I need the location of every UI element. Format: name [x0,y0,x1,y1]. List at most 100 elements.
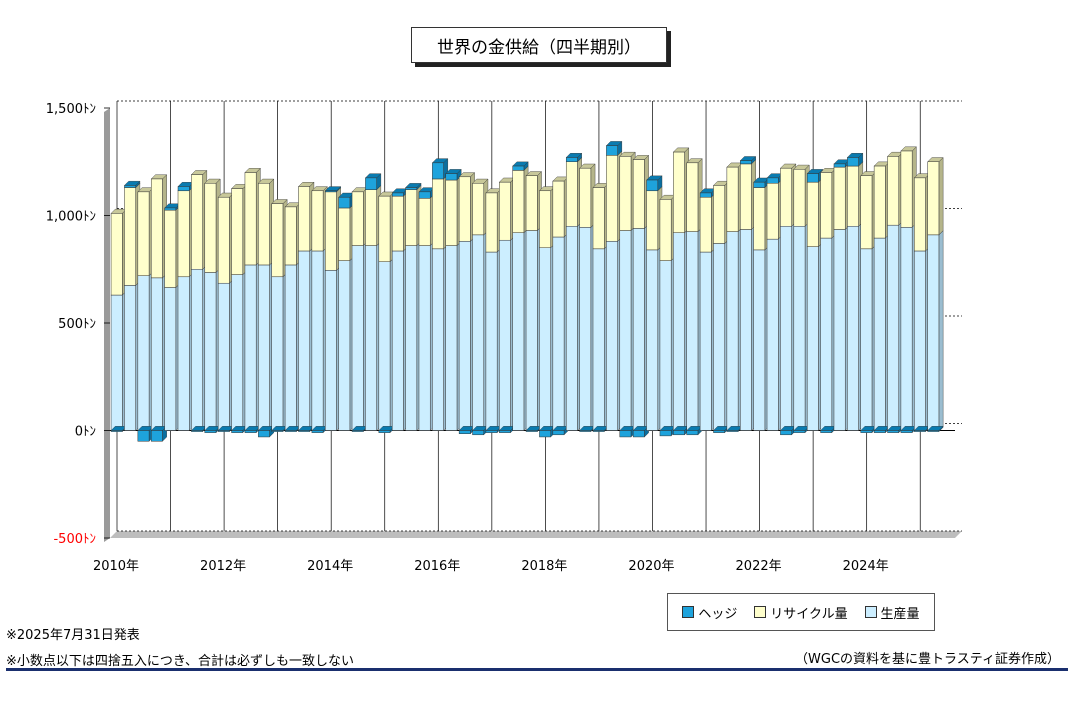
bar-production [873,237,886,431]
bar-hedge [686,430,699,436]
bar-recycle [740,163,752,230]
bar-production [887,224,900,431]
bar-hedge [713,430,725,433]
bar-hedge [646,179,659,192]
bar-recycle [873,165,886,239]
bar-production [847,226,859,431]
bar-hedge [780,430,792,436]
bar-hedge [927,430,940,432]
bar-recycle [793,169,806,227]
bar-recycle [552,180,565,238]
bar-hedge [137,430,150,442]
bar-hedge [271,430,284,432]
bar-hedge [298,430,310,432]
x-tick-label: 2016年 [414,559,460,574]
bar-hedge [525,430,538,432]
bar-hedge [740,160,752,165]
bar-production [191,269,203,431]
bar-production [659,260,672,431]
bar-recycle [258,183,270,266]
bar-production [726,231,739,431]
bar-recycle [204,183,217,273]
bar-hedge [753,181,766,188]
bar-recycle [686,162,699,232]
bar-hedge [217,430,230,432]
bar-recycle [124,187,136,286]
bar-recycle [164,209,177,288]
bar-production [204,272,217,431]
legend-label-recycle: リサイクル量 [770,606,848,622]
bar-recycle [244,172,257,266]
bar-production [833,229,846,431]
bar-production [606,241,618,431]
bar-recycle [418,198,431,246]
bar-recycle [445,179,458,246]
bar-hedge [391,192,404,197]
note-date: ※2025年7月31日発表 [6,628,140,643]
bar-hedge [766,177,779,184]
bar-production [110,294,123,431]
legend-swatch-hedge [682,606,695,618]
bar-recycle [405,189,418,246]
bar-hedge [512,165,525,171]
bar-hedge [565,157,578,162]
bar-production-side [938,230,944,431]
bar-production [673,232,685,431]
bar-production [391,250,404,431]
bar-recycle [391,195,404,252]
bar-production [378,261,391,431]
bar-recycle [458,176,471,242]
bar-hedge [900,430,913,433]
bar-hedge [110,430,123,432]
bar-recycle [539,190,551,248]
bar-production [740,229,752,431]
x-tick-label: 2024年 [843,559,889,574]
bar-hedge [499,430,511,433]
bar-hedge [673,430,685,436]
bar-hedge [632,430,645,438]
bar-production [271,276,284,431]
bar-hedge [552,430,565,436]
bar-production [579,227,592,431]
bar-recycle [284,206,297,266]
bar-recycle [217,196,230,284]
bar-hedge [365,177,377,190]
bar-production [351,245,364,431]
bar-production [432,248,444,431]
bar-hedge [244,430,257,433]
source-credit: （WGCの資料を基に豊トラスティ証券作成） [795,652,1060,667]
bar-hedge [579,430,592,432]
bar-hedge [458,430,471,434]
bar-production [914,250,926,431]
bar-recycle [606,155,618,242]
bar-production [177,276,190,431]
bar-production [632,228,645,431]
bar-recycle [485,192,498,253]
bar-production [338,260,351,431]
bar-recycle [365,189,377,246]
bar-hedge [820,430,833,433]
y-tick-label: 1,500ﾄﾝ [46,102,96,117]
bar-recycle [673,151,685,233]
bar-hedge [806,173,819,183]
chart-legend: ヘッジ リサイクル量 生産量 [667,593,935,631]
bar-recycle [325,191,337,271]
bar-hedge [592,430,605,432]
bar-production [365,245,377,431]
bar-production [244,264,257,431]
y-tick-label: 500ﾄﾝ [58,317,96,332]
bar-recycle [900,150,913,228]
bar-recycle [150,178,163,279]
bar-hedge [873,430,886,433]
bar-recycle [378,195,391,262]
x-tick-label: 2014年 [307,559,353,574]
bar-recycle [512,170,525,233]
bar-production [311,250,324,431]
legend-item-recycle: リサイクル量 [754,603,848,622]
bar-recycle [298,186,310,252]
bar-production [900,227,913,431]
bar-hedge [699,192,712,198]
bar-production [565,226,578,431]
legend-item-hedge: ヘッジ [682,603,737,622]
bar-recycle [699,196,712,253]
